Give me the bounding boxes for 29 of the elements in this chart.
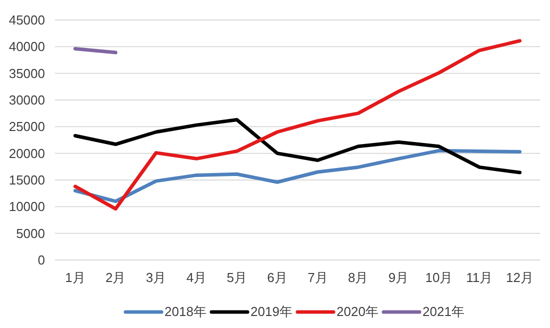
x-tick-label: 10月 xyxy=(425,270,453,285)
x-tick-label: 8月 xyxy=(348,270,368,285)
y-tick-label: 40000 xyxy=(8,39,45,54)
x-tick-label: 4月 xyxy=(186,270,207,285)
y-tick-label: 25000 xyxy=(8,119,45,134)
legend-label: 2020年 xyxy=(336,304,378,319)
x-tick-label: 11月 xyxy=(466,270,493,285)
y-tick-label: 5000 xyxy=(16,226,45,241)
legend-label: 2019年 xyxy=(250,304,292,319)
y-tick-label: 30000 xyxy=(8,92,45,108)
legend-label: 2021年 xyxy=(422,304,464,319)
line-series xyxy=(73,148,522,204)
y-tick-label: 0 xyxy=(38,252,45,268)
x-tick-label: 12月 xyxy=(506,270,534,285)
line-series xyxy=(73,39,522,211)
y-tick-label: 20000 xyxy=(8,146,45,161)
y-tick-label: 15000 xyxy=(8,172,45,188)
y-tick-label: 45000 xyxy=(8,12,45,28)
line-series xyxy=(73,118,522,174)
x-tick-label: 2月 xyxy=(106,270,126,285)
x-tick-label: 1月 xyxy=(65,270,86,285)
x-tick-label: 7月 xyxy=(308,270,328,285)
x-tick-label: 9月 xyxy=(388,270,409,285)
y-tick-label: 35000 xyxy=(8,66,45,81)
x-tick-label: 3月 xyxy=(146,270,166,285)
y-tick-label: 10000 xyxy=(8,199,45,214)
x-tick-label: 5月 xyxy=(226,270,247,285)
x-tick-label: 6月 xyxy=(267,270,288,285)
legend-label: 2018年 xyxy=(164,304,206,319)
